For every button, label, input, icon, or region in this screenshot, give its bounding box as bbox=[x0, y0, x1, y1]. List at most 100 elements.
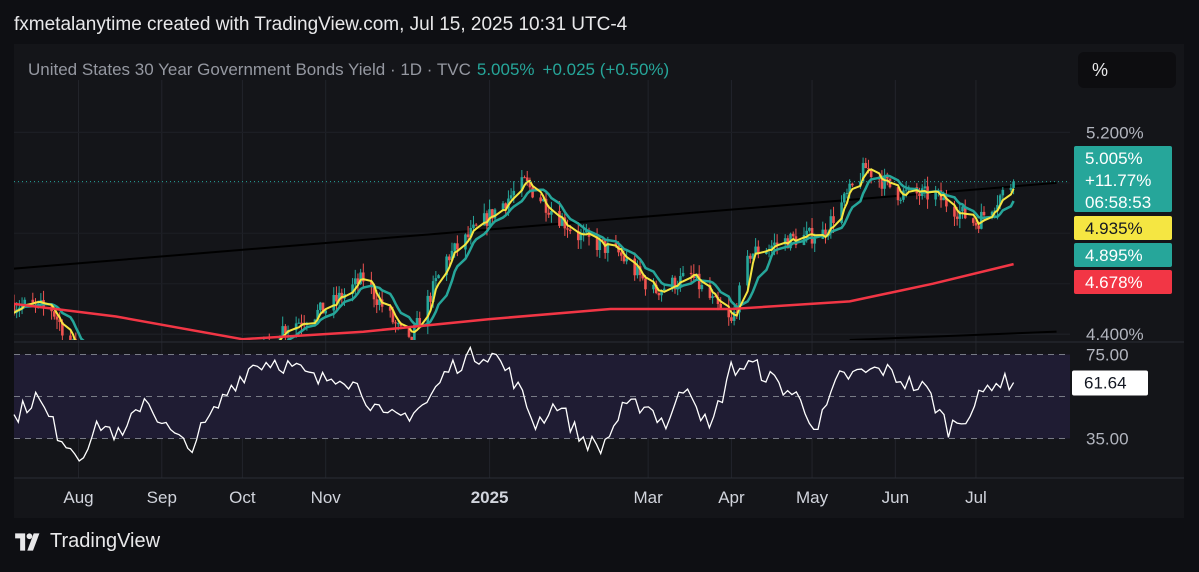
candle-body bbox=[445, 256, 448, 276]
rsi-last-tag-text: 61.64 bbox=[1084, 374, 1127, 393]
candles bbox=[14, 157, 1015, 340]
x-tick-label: 2025 bbox=[471, 488, 509, 507]
candle-body bbox=[71, 339, 75, 340]
candle-body bbox=[353, 278, 357, 285]
candle-body bbox=[321, 302, 325, 314]
candle-body bbox=[606, 243, 610, 253]
candle-body bbox=[614, 243, 618, 246]
last-price-tag-bg bbox=[1074, 146, 1172, 212]
change-value: +0.025 (+0.50%) bbox=[542, 60, 670, 79]
candle-body bbox=[757, 246, 760, 254]
candle-body bbox=[585, 231, 588, 233]
candle-body bbox=[426, 295, 430, 327]
chart-panel[interactable]: United States 30 Year Government Bonds Y… bbox=[14, 44, 1184, 518]
candle-body bbox=[294, 323, 298, 331]
candle-body bbox=[340, 292, 344, 299]
rsi-tick-label: 75.00 bbox=[1086, 346, 1129, 365]
x-tick-label: Jun bbox=[882, 488, 909, 507]
candle-body bbox=[974, 222, 978, 226]
candle-body bbox=[337, 292, 341, 302]
ma-slow-tag-bg bbox=[1074, 270, 1172, 294]
candle-body bbox=[732, 311, 736, 321]
ma-mid-tag-text: 4.895% bbox=[1085, 246, 1143, 265]
candle-body bbox=[700, 285, 704, 290]
candle-body bbox=[520, 177, 524, 191]
candle-body bbox=[474, 224, 478, 226]
candle-body bbox=[281, 326, 285, 337]
candle-body bbox=[466, 234, 470, 238]
candle-body bbox=[644, 278, 647, 290]
candle-body bbox=[297, 322, 301, 324]
candle-body bbox=[469, 228, 473, 238]
axes: Aug Sep Oct Nov 2025 Mar Apr May Jun Jul 5.200% 4.4… bbox=[63, 123, 1143, 507]
y-tick-label: 4.400% bbox=[1086, 325, 1144, 344]
candle-body bbox=[388, 306, 392, 311]
candle-body bbox=[851, 183, 854, 186]
candle-body bbox=[918, 193, 921, 197]
candle-body bbox=[996, 204, 999, 211]
candle-body bbox=[842, 193, 846, 203]
trendline-lower bbox=[849, 330, 1057, 340]
candle-body bbox=[958, 211, 962, 219]
candle-body bbox=[456, 243, 459, 250]
candle-body bbox=[509, 195, 513, 199]
candle-body bbox=[378, 299, 381, 305]
candle-body bbox=[730, 317, 733, 321]
candle-body bbox=[977, 225, 980, 229]
candle-body bbox=[942, 197, 946, 201]
x-tick-label: Oct bbox=[229, 488, 256, 507]
candle-body bbox=[751, 253, 755, 259]
ma-mid-line bbox=[14, 174, 1015, 340]
candle-body bbox=[840, 202, 843, 223]
candle-body bbox=[775, 242, 779, 245]
candle-body bbox=[324, 310, 327, 314]
rsi-line bbox=[13, 345, 1015, 462]
candle-body bbox=[568, 229, 572, 232]
candle-body bbox=[845, 192, 849, 194]
candle-body bbox=[945, 197, 948, 207]
last-value: 5.005% bbox=[476, 60, 535, 79]
candle-body bbox=[998, 195, 1002, 205]
candle-body bbox=[808, 227, 811, 231]
candle-body bbox=[660, 290, 663, 296]
candle-body bbox=[563, 217, 567, 229]
trendlines bbox=[14, 181, 1057, 340]
candle-body bbox=[848, 183, 851, 193]
ma-fast-line bbox=[14, 168, 1015, 340]
candle-body bbox=[746, 255, 749, 286]
candle-body bbox=[982, 211, 986, 216]
candle-body bbox=[657, 292, 661, 296]
ma-slow-tag-text: 4.678% bbox=[1085, 273, 1143, 292]
candle-body bbox=[372, 286, 376, 300]
candle-body bbox=[885, 175, 889, 179]
candle-body bbox=[579, 233, 583, 241]
candle-body bbox=[490, 209, 494, 219]
candle-body bbox=[560, 217, 564, 226]
percent-scale-button[interactable]: % bbox=[1078, 52, 1176, 88]
symbol-legend: United States 30 Year Government Bonds Y… bbox=[28, 60, 669, 80]
candle-body bbox=[523, 177, 526, 179]
x-tick-label: Apr bbox=[718, 488, 745, 507]
candle-body bbox=[512, 190, 516, 196]
candle-body bbox=[394, 322, 397, 324]
candle-body bbox=[74, 339, 78, 340]
candle-body bbox=[595, 236, 599, 250]
candle-body bbox=[319, 302, 322, 310]
candle-body bbox=[391, 310, 395, 323]
candle-body bbox=[582, 232, 585, 234]
candle-body bbox=[963, 206, 967, 219]
candle-body bbox=[447, 256, 451, 261]
candle-body bbox=[652, 284, 655, 290]
candle-body bbox=[805, 230, 808, 235]
candle-body bbox=[625, 258, 628, 262]
candle-body bbox=[601, 239, 604, 241]
candle-body bbox=[525, 177, 529, 182]
candle-body bbox=[539, 197, 542, 202]
candle-body bbox=[550, 211, 553, 215]
moving-averages bbox=[14, 168, 1070, 340]
last-price-tag-text: 06:58:53 bbox=[1085, 193, 1151, 212]
candle-body bbox=[31, 299, 35, 303]
candle-body bbox=[711, 296, 714, 298]
trendline-upper bbox=[14, 181, 1057, 270]
x-tick-label: Mar bbox=[633, 488, 663, 507]
